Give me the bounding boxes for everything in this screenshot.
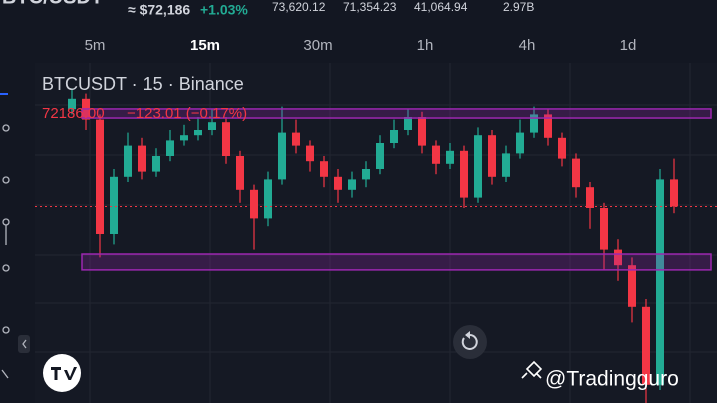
timeframe[interactable]: 1d (620, 37, 637, 54)
candle-body (432, 145, 440, 164)
candle-body (348, 179, 356, 190)
timeframe[interactable]: 15m (190, 37, 220, 54)
candle-body (614, 249, 622, 266)
candle-body (600, 208, 608, 250)
candle-body (180, 135, 188, 141)
candle-body (320, 161, 328, 177)
candle-body (656, 179, 664, 385)
candle-body (124, 145, 132, 177)
candle-body (376, 143, 384, 169)
tv-logo (43, 354, 81, 392)
timeframe[interactable]: 4h (519, 37, 536, 54)
candle-body (558, 137, 566, 159)
candle-body (362, 169, 370, 180)
watermark-icon (521, 360, 543, 379)
candle-body (572, 158, 580, 188)
candle-body (390, 130, 398, 143)
timeframe[interactable]: 5m (85, 37, 106, 54)
timeframe[interactable]: 30m (303, 37, 332, 54)
candle-body (418, 117, 426, 146)
candle-body (208, 122, 216, 130)
candle-body (460, 150, 468, 198)
candle-body (166, 140, 174, 156)
change: +1.03% (200, 2, 248, 18)
left-toolbar[interactable] (0, 93, 30, 379)
candle-body (292, 132, 300, 146)
legend-last: 72186.00 (42, 105, 105, 122)
candle-body (110, 176, 118, 234)
candle-body (544, 114, 552, 138)
candle-body (306, 145, 314, 162)
candle-body (68, 98, 76, 110)
candle-body (404, 117, 412, 130)
stat-value: 41,064.94 (414, 0, 468, 14)
candle-body (138, 145, 146, 172)
candle-body (670, 179, 678, 207)
legend-change: −123.01 (−0.17%) (127, 105, 247, 122)
candle-body (194, 130, 202, 136)
candle-body (530, 114, 538, 133)
candle-body (446, 150, 454, 164)
candle-body (250, 189, 258, 219)
price: ≈ $72,186 (128, 2, 190, 18)
candle-body (502, 153, 510, 177)
pair: BTC/USDT (2, 0, 103, 8)
candle-body (474, 135, 482, 198)
candle-body (516, 132, 524, 154)
zone (81, 253, 712, 271)
watermark: @Tradingguro (545, 368, 679, 391)
candle-body (278, 132, 286, 180)
candle-body (628, 265, 636, 307)
zone (81, 108, 712, 119)
candle-body (96, 119, 104, 234)
legend-title: BTCUSDT · 15 · Binance (42, 74, 244, 94)
candle-body (488, 135, 496, 177)
candle-body (586, 187, 594, 208)
candle-body (236, 156, 244, 190)
stat-value: 71,354.23 (343, 0, 397, 14)
stat-value: 2.97B (503, 0, 534, 14)
timeframe[interactable]: 1h (417, 37, 434, 54)
candle-body (152, 156, 160, 172)
stat-value: 73,620.12 (272, 0, 326, 14)
candle-body (334, 176, 342, 190)
reset-button[interactable] (453, 325, 487, 359)
candle-body (642, 306, 650, 385)
candle-body (264, 179, 272, 219)
candle-body (222, 122, 230, 156)
